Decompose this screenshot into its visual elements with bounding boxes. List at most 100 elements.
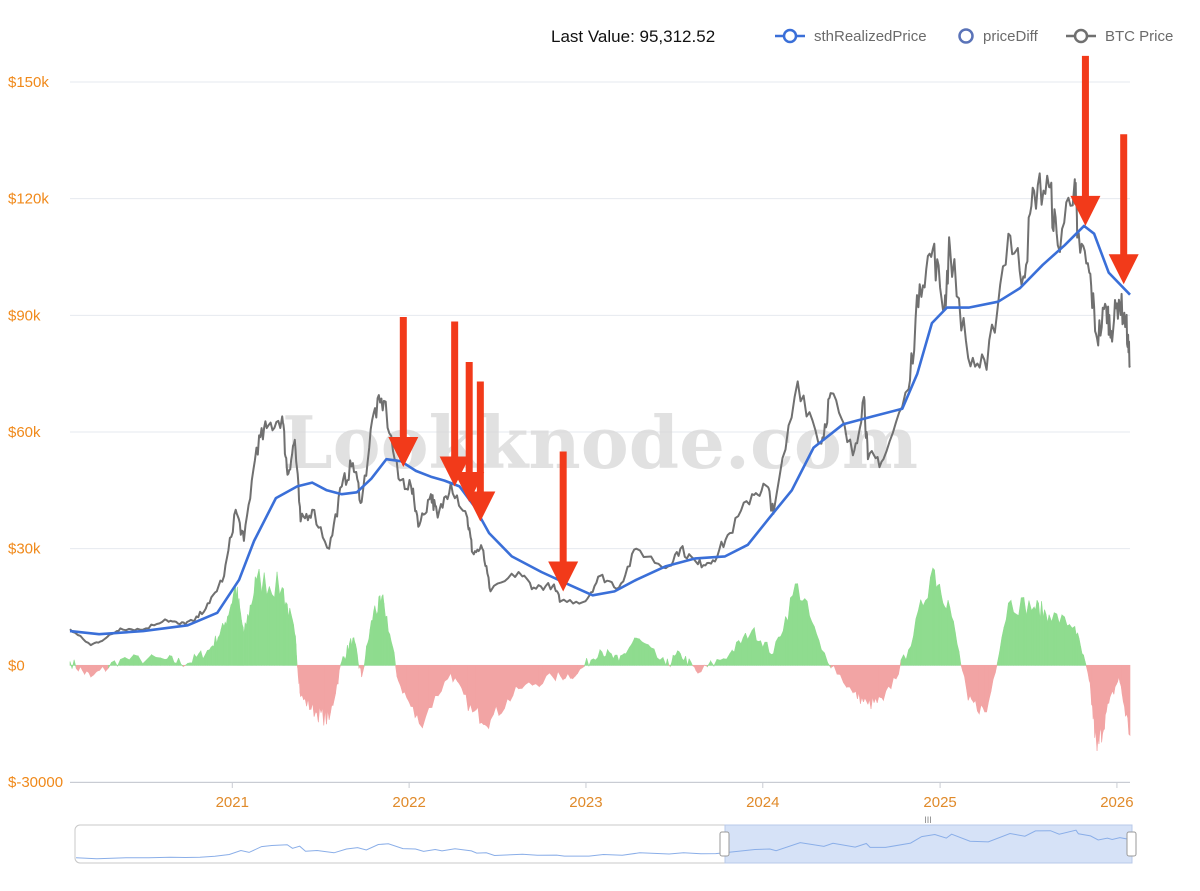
price-diff-positive-bar bbox=[276, 571, 280, 666]
price-diff-negative-bar bbox=[890, 665, 894, 689]
price-diff-positive-bar bbox=[729, 649, 733, 666]
price-diff-positive-bar bbox=[758, 640, 761, 666]
price-diff-negative-bar bbox=[888, 665, 892, 690]
price-diff-positive-bar bbox=[713, 659, 718, 667]
price-diff-negative-bar bbox=[457, 665, 460, 685]
price-diff-positive-bar bbox=[910, 636, 914, 666]
price-diff-positive-bar bbox=[146, 654, 152, 666]
price-diff-positive-bar bbox=[804, 597, 808, 666]
price-diff-positive-bar bbox=[114, 660, 118, 667]
price-diff-negative-bar bbox=[700, 664, 705, 672]
price-diff-positive-bar bbox=[196, 653, 199, 666]
price-diff-negative-bar bbox=[697, 665, 702, 674]
legend-item-sthrealizedprice[interactable]: sthRealizedPrice bbox=[775, 28, 927, 45]
price-diff-positive-bar bbox=[813, 626, 817, 666]
price-diff-positive-bar bbox=[768, 651, 772, 666]
price-diff-positive-bar bbox=[191, 654, 195, 666]
y-tick-label: $60k bbox=[8, 424, 41, 441]
price-diff-positive-bar bbox=[818, 640, 822, 666]
price-diff-positive-bar bbox=[756, 640, 759, 666]
price-diff-positive-bar bbox=[1059, 614, 1063, 666]
price-diff-positive-bar bbox=[117, 659, 121, 667]
price-diff-positive-bar bbox=[930, 568, 934, 666]
price-diff-negative-bar bbox=[441, 665, 445, 692]
legend-item-btc-price[interactable]: BTC Price bbox=[1066, 28, 1173, 45]
x-tick-label: 2023 bbox=[569, 794, 602, 811]
price-diff-positive-bar bbox=[193, 653, 197, 666]
price-diff-negative-bar bbox=[525, 665, 530, 685]
price-diff-negative-bar bbox=[512, 665, 517, 696]
price-diff-negative-bar bbox=[450, 665, 454, 682]
price-diff-positive-bar bbox=[745, 633, 748, 666]
price-diff-negative-bar bbox=[461, 665, 465, 695]
price-diff-positive-bar bbox=[1071, 625, 1076, 666]
price-diff-negative-bar bbox=[995, 662, 998, 673]
price-diff-negative-bar bbox=[80, 665, 83, 672]
price-diff-positive-bar bbox=[915, 610, 919, 666]
price-diff-positive-bar bbox=[650, 647, 655, 666]
price-diff-positive-bar bbox=[753, 627, 757, 666]
price-diff-positive-bar bbox=[710, 660, 715, 667]
price-diff-positive-bar bbox=[747, 634, 751, 666]
price-diff-positive-bar bbox=[792, 583, 796, 666]
legend-item-pricediff[interactable]: priceDiff bbox=[958, 28, 1039, 45]
price-diff-negative-bar bbox=[501, 665, 505, 714]
price-diff-negative-bar bbox=[431, 665, 436, 708]
price-diff-positive-bar bbox=[731, 649, 735, 666]
price-diff-negative-bar bbox=[459, 665, 462, 689]
price-diff-negative-bar bbox=[454, 665, 458, 683]
price-diff-positive-bar bbox=[1064, 616, 1068, 666]
range-navigator[interactable]: III bbox=[74, 815, 1137, 864]
legend-marker-icon bbox=[1073, 28, 1089, 44]
price-diff-positive-bar bbox=[1053, 612, 1058, 666]
price-diff-positive-bar bbox=[997, 651, 1000, 666]
y-tick-label: $90k bbox=[8, 307, 41, 324]
y-tick-label: $0 bbox=[8, 657, 25, 674]
price-diff-negative-bar bbox=[893, 665, 897, 680]
price-diff-positive-bar bbox=[279, 587, 283, 666]
price-diff-negative-bar bbox=[565, 665, 569, 679]
price-diff-positive-bar bbox=[169, 655, 173, 666]
y-tick-label: $30k bbox=[8, 541, 41, 558]
price-diff-positive-bar bbox=[777, 636, 782, 666]
price-diff-negative-bar bbox=[567, 665, 571, 680]
price-diff-negative-bar bbox=[560, 665, 564, 681]
price-diff-negative-bar bbox=[470, 665, 473, 713]
navigator-grip-icon[interactable]: III bbox=[924, 815, 932, 825]
price-diff-positive-bar bbox=[155, 657, 161, 666]
price-diff-positive-bar bbox=[1061, 614, 1065, 666]
price-diff-negative-bar bbox=[507, 665, 511, 702]
price-diff-positive-bar bbox=[263, 572, 268, 666]
price-diff-negative-bar bbox=[410, 665, 414, 707]
price-diff-positive-bar bbox=[736, 640, 740, 666]
price-diff-negative-bar bbox=[885, 665, 889, 692]
price-diff-positive-bar bbox=[644, 643, 649, 666]
red-down-arrow bbox=[465, 381, 496, 522]
price-diff-positive-bar bbox=[900, 654, 904, 666]
price-diff-positive-bar bbox=[766, 642, 770, 666]
x-tick-label: 2024 bbox=[746, 794, 779, 811]
price-diff-negative-bar bbox=[465, 665, 469, 711]
price-diff-positive-bar bbox=[797, 583, 801, 666]
price-diff-positive-bar bbox=[200, 650, 204, 666]
price-diff-positive-bar bbox=[71, 659, 75, 669]
red-down-arrow bbox=[1070, 55, 1101, 226]
navigator-selected-range[interactable] bbox=[724, 824, 1133, 864]
price-diff-negative-bar bbox=[549, 665, 554, 678]
price-diff-positive-bar bbox=[905, 649, 909, 666]
navigator-right-handle[interactable] bbox=[1126, 831, 1137, 857]
price-diff-negative-bar bbox=[99, 665, 103, 672]
price-diff-positive-bar bbox=[202, 653, 206, 666]
price-diff-positive-bar bbox=[927, 577, 931, 666]
price-diff-negative-bar bbox=[105, 665, 109, 672]
price-diff-positive-bar bbox=[1069, 623, 1073, 666]
price-diff-negative-bar bbox=[504, 665, 508, 709]
price-diff-negative-bar bbox=[338, 664, 341, 671]
price-diff-positive-bar bbox=[266, 586, 270, 666]
price-diff-positive-bar bbox=[584, 658, 587, 667]
price-diff-positive-bar bbox=[173, 662, 177, 666]
price-diff-positive-bar bbox=[586, 658, 590, 667]
navigator-left-handle[interactable] bbox=[719, 831, 730, 857]
x-tick-label: 2025 bbox=[923, 794, 956, 811]
price-diff-positive-bar bbox=[1013, 611, 1017, 666]
